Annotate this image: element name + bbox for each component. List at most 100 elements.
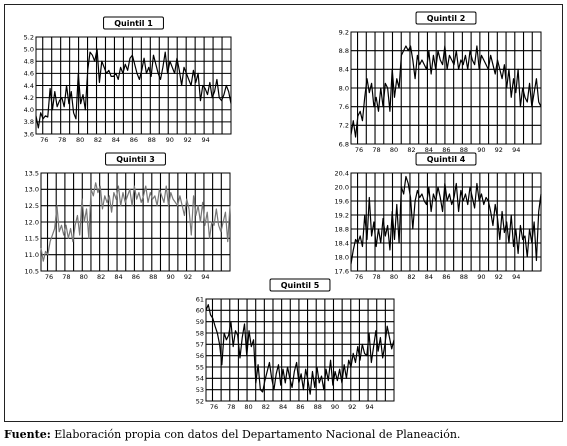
y-tick-label: 3.6 — [24, 130, 34, 138]
y-tick-label: 54 — [196, 375, 204, 383]
x-tick-label: 76 — [40, 136, 48, 144]
x-tick-label: 94 — [201, 136, 209, 144]
x-tick-label: 78 — [372, 146, 380, 154]
figure-frame — [4, 4, 563, 422]
x-tick-label: 94 — [365, 403, 373, 411]
x-tick-label: 88 — [460, 273, 468, 281]
x-tick-label: 94 — [201, 273, 209, 281]
x-tick-label: 84 — [425, 146, 433, 154]
series-line — [40, 182, 231, 262]
y-tick-label: 5.2 — [24, 33, 34, 41]
y-tick-label: 8.4 — [339, 66, 349, 74]
x-tick-label: 88 — [314, 403, 322, 411]
y-tick-label: 18.0 — [335, 253, 349, 261]
y-tick-label: 59 — [196, 318, 204, 326]
x-tick-label: 76 — [45, 273, 53, 281]
chart-quintil-4: 17.6 18.0 18.4 18.8 19.2 19.6 20.0 20.4 76 78 80 82… — [335, 152, 542, 281]
chart-title-box — [269, 278, 331, 292]
x-tick-label: 90 — [477, 146, 485, 154]
y-tick-label: 57 — [196, 341, 204, 349]
chart-quintil-2: 6.8 7.2 7.6 8.0 8.4 8.8 9.2 76 78 80 82 84 86 88 90 92 9… — [339, 11, 542, 154]
y-tick-label: 4.2 — [24, 94, 34, 102]
chart-title: Quintil 2 — [427, 14, 466, 23]
x-tick-label: 92 — [495, 273, 503, 281]
x-tick-label: 76 — [355, 146, 363, 154]
x-tick-label: 80 — [390, 146, 398, 154]
y-tick-label: 4.6 — [24, 70, 34, 78]
y-tick-label: 53 — [196, 386, 204, 394]
x-tick-label: 82 — [407, 273, 415, 281]
y-tick-label: 58 — [196, 329, 204, 337]
chart-quintil-3: 10.5 11.0 11.5 12.0 12.5 13.0 13.5 76 78 80 82 84 86… — [25, 152, 231, 281]
y-tick-label: 7.2 — [339, 122, 349, 130]
x-tick-label: 94 — [512, 273, 520, 281]
y-tick-label: 7.6 — [339, 103, 349, 111]
x-tick-label: 84 — [112, 136, 120, 144]
x-tick-label: 92 — [184, 273, 192, 281]
chart-title-box — [105, 152, 166, 166]
series-line — [350, 175, 542, 265]
x-tick-label: 88 — [148, 136, 156, 144]
quintile-charts: 3.6 3.8 4.0 4.2 4.4 4.6 4.8 5.0 5.2 76 78 80 82 84 86 8… — [24, 11, 542, 411]
chart-quintil-5: 52 53 54 55 56 57 58 59 60 61 76 78 80 82 84 86 88 90 92 94… — [196, 278, 395, 411]
x-tick-label: 84 — [279, 403, 287, 411]
x-tick-label: 92 — [184, 136, 192, 144]
source-label: Fuente: — [4, 428, 51, 441]
y-tick-label: 17.6 — [335, 267, 349, 275]
x-tick-label: 82 — [262, 403, 270, 411]
x-tick-label: 76 — [210, 403, 218, 411]
chart-title-box — [415, 11, 477, 25]
x-tick-label: 76 — [355, 273, 363, 281]
y-tick-label: 19.6 — [335, 197, 349, 205]
x-tick-label: 92 — [348, 403, 356, 411]
x-tick-label: 90 — [166, 136, 174, 144]
chart-title: Quintil 4 — [427, 155, 466, 164]
series-line — [35, 48, 232, 129]
x-tick-label: 86 — [296, 403, 304, 411]
y-tick-label: 4.4 — [24, 82, 34, 90]
x-tick-label: 90 — [167, 273, 175, 281]
y-tick-label: 4.0 — [24, 106, 34, 114]
y-tick-label: 6.8 — [339, 140, 349, 148]
y-tick-label: 5.0 — [24, 45, 34, 53]
x-tick-label: 82 — [94, 136, 102, 144]
y-tick-label: 9.2 — [339, 28, 349, 36]
y-tick-label: 3.8 — [24, 118, 34, 126]
y-tick-label: 18.8 — [335, 225, 349, 233]
y-tick-label: 20.0 — [335, 183, 349, 191]
x-tick-label: 78 — [227, 403, 235, 411]
y-tick-label: 55 — [196, 363, 204, 371]
x-tick-label: 92 — [495, 146, 503, 154]
y-tick-label: 52 — [196, 397, 204, 405]
y-tick-label: 56 — [196, 352, 204, 360]
x-tick-label: 78 — [58, 136, 66, 144]
x-tick-label: 86 — [442, 146, 450, 154]
x-tick-label: 80 — [390, 273, 398, 281]
chart-title-box — [415, 152, 477, 166]
x-tick-label: 82 — [97, 273, 105, 281]
x-tick-label: 86 — [130, 136, 138, 144]
x-tick-label: 94 — [512, 146, 520, 154]
series-line — [350, 45, 542, 138]
x-tick-label: 80 — [76, 136, 84, 144]
series-line — [205, 304, 395, 395]
source-note: Fuente: Elaboración propia con datos del… — [4, 428, 460, 441]
y-tick-label: 13.5 — [25, 169, 39, 177]
chart-title-box — [103, 16, 164, 30]
y-tick-label: 20.4 — [335, 169, 349, 177]
y-tick-label: 4.8 — [24, 58, 34, 66]
chart-title: Quintil 1 — [114, 19, 153, 28]
x-tick-label: 86 — [132, 273, 140, 281]
chart-title: Quintil 5 — [281, 281, 320, 290]
x-tick-label: 78 — [62, 273, 70, 281]
y-tick-label: 61 — [196, 295, 204, 303]
x-tick-label: 80 — [80, 273, 88, 281]
y-tick-label: 8.8 — [339, 47, 349, 55]
y-tick-label: 19.2 — [335, 211, 349, 219]
x-tick-label: 88 — [460, 146, 468, 154]
x-tick-label: 84 — [425, 273, 433, 281]
y-tick-label: 11.0 — [25, 251, 39, 259]
source-text: Elaboración propia con datos del Departa… — [54, 428, 461, 441]
y-tick-label: 8.0 — [339, 84, 349, 92]
x-tick-label: 88 — [149, 273, 157, 281]
